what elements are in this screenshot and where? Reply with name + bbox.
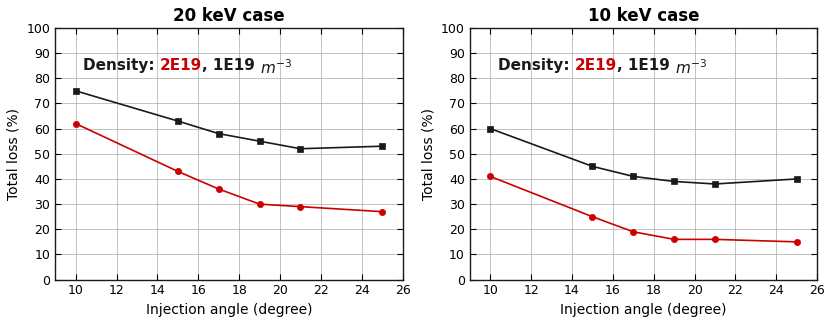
X-axis label: Injection angle (degree): Injection angle (degree) <box>146 303 312 317</box>
Text: $m^{-3}$: $m^{-3}$ <box>675 58 707 77</box>
Title: 10 keV case: 10 keV case <box>587 7 699 25</box>
Y-axis label: Total loss (%): Total loss (%) <box>7 108 21 200</box>
Title: 20 keV case: 20 keV case <box>173 7 285 25</box>
X-axis label: Injection angle (degree): Injection angle (degree) <box>560 303 727 317</box>
Text: Density:: Density: <box>498 58 575 73</box>
Text: Density:: Density: <box>83 58 160 73</box>
Text: 2E19: 2E19 <box>160 58 202 73</box>
Text: $m^{-3}$: $m^{-3}$ <box>260 58 293 77</box>
Y-axis label: Total loss (%): Total loss (%) <box>422 108 436 200</box>
Text: 2E19: 2E19 <box>575 58 617 73</box>
Text: , 1E19: , 1E19 <box>617 58 675 73</box>
Text: , 1E19: , 1E19 <box>202 58 260 73</box>
